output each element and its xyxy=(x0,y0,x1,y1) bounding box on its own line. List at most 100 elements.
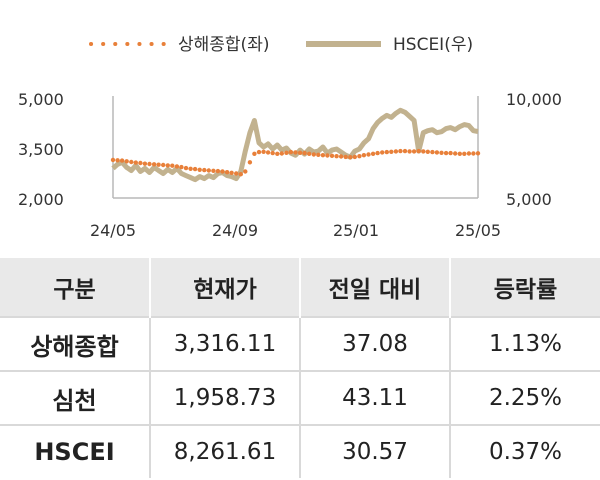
series-point-shanghai xyxy=(366,152,371,157)
series-point-shanghai xyxy=(270,150,275,156)
series-point-shanghai xyxy=(206,168,211,173)
series-point-shanghai xyxy=(279,151,284,156)
series-point-shanghai xyxy=(142,161,148,166)
series-point-shanghai xyxy=(316,152,321,157)
chart-axes xyxy=(112,96,479,199)
series-point-shanghai xyxy=(224,170,230,175)
series-point-shanghai xyxy=(307,151,312,156)
series-point-shanghai xyxy=(361,153,367,158)
series-point-shanghai xyxy=(133,160,138,165)
series-point-shanghai xyxy=(475,151,481,156)
change: 37.08 xyxy=(299,316,450,371)
series-point-shanghai xyxy=(138,160,143,166)
series-point-shanghai xyxy=(357,154,362,159)
change-rate: 2.25% xyxy=(449,370,600,425)
series-point-shanghai xyxy=(425,149,430,154)
series-point-shanghai xyxy=(471,151,476,156)
change: 43.11 xyxy=(299,370,450,425)
change: 30.57 xyxy=(299,424,450,478)
series-point-shanghai xyxy=(329,153,335,158)
series-point-shanghai xyxy=(462,151,467,156)
index-name: 상해종합 xyxy=(0,316,150,371)
series-point-shanghai xyxy=(252,151,257,156)
header-change-rate: 등락률 xyxy=(449,258,600,317)
change-rate: 1.13% xyxy=(449,316,600,371)
series-point-shanghai xyxy=(115,158,120,163)
series-point-shanghai xyxy=(297,150,303,155)
series-point-shanghai xyxy=(384,149,389,155)
legend-label-shanghai: 상해종합(좌) xyxy=(178,35,269,55)
series-point-shanghai xyxy=(229,170,234,175)
x-tick: 25/05 xyxy=(455,221,501,240)
series-point-shanghai xyxy=(220,169,225,174)
series-point-shanghai xyxy=(334,154,339,159)
series-point-shanghai xyxy=(352,154,357,160)
series-point-shanghai xyxy=(215,168,221,174)
series-point-shanghai xyxy=(147,161,152,167)
series-point-shanghai xyxy=(234,171,239,176)
x-tick: 25/01 xyxy=(333,221,379,240)
series-point-shanghai xyxy=(448,150,453,156)
series-point-shanghai xyxy=(311,152,316,157)
series-point-shanghai xyxy=(393,149,399,154)
series-point-shanghai xyxy=(402,148,408,154)
series-point-shanghai xyxy=(389,149,394,154)
series-point-shanghai xyxy=(129,159,134,165)
series-point-shanghai xyxy=(161,162,166,168)
series-point-shanghai xyxy=(247,160,253,165)
series-point-shanghai xyxy=(434,150,440,155)
index-name: 심천 xyxy=(0,370,150,425)
series-point-shanghai xyxy=(320,153,326,158)
series-point-shanghai xyxy=(411,149,417,154)
series-point-shanghai xyxy=(265,150,271,155)
y-right-tick: 5,000 xyxy=(506,190,552,209)
table-header-row: 구분 현재가 전일 대비 등락률 xyxy=(0,258,600,317)
series-point-shanghai xyxy=(348,155,353,160)
series-point-shanghai xyxy=(202,167,207,173)
series-point-shanghai xyxy=(192,166,198,172)
series-point-shanghai xyxy=(421,149,426,154)
series-point-shanghai xyxy=(430,149,435,155)
current-price: 8,261.61 xyxy=(149,424,300,478)
series-point-shanghai xyxy=(407,149,412,154)
series-point-shanghai xyxy=(170,163,175,168)
series-point-shanghai xyxy=(188,166,193,171)
series-point-shanghai xyxy=(453,151,458,156)
series-point-shanghai xyxy=(302,150,307,156)
chart-legend: 상해종합(좌) HSCEI(우) xyxy=(89,35,473,55)
series-point-shanghai xyxy=(443,150,449,156)
series-layer xyxy=(110,107,481,183)
series-point-shanghai xyxy=(183,165,189,171)
header-current-price: 현재가 xyxy=(149,258,300,317)
y-left-tick: 3,500 xyxy=(18,140,64,159)
current-price: 1,958.73 xyxy=(149,370,300,425)
series-point-shanghai xyxy=(124,159,129,164)
x-tick: 24/09 xyxy=(212,221,258,240)
series-point-shanghai xyxy=(275,151,280,156)
index-line-chart: 상해종합(좌) HSCEI(우) 5,000 3,500 2,000 10,00… xyxy=(18,35,562,240)
series-point-shanghai xyxy=(293,150,298,155)
series-point-shanghai xyxy=(261,149,266,154)
current-price: 3,316.11 xyxy=(149,316,300,371)
series-point-shanghai xyxy=(110,157,116,163)
y-left-tick: 2,000 xyxy=(18,190,64,209)
series-point-shanghai xyxy=(284,150,289,155)
series-point-shanghai xyxy=(416,148,421,154)
series-point-shanghai xyxy=(119,158,125,163)
series-point-shanghai xyxy=(325,153,330,158)
series-point-shanghai xyxy=(151,162,157,167)
series-point-shanghai xyxy=(439,150,444,155)
series-point-shanghai xyxy=(338,154,344,159)
series-point-shanghai xyxy=(343,154,348,160)
series-point-shanghai xyxy=(466,151,472,156)
series-point-shanghai xyxy=(288,149,294,155)
series-point-shanghai xyxy=(380,150,385,155)
series-line-hscei xyxy=(111,107,479,183)
legend-label-hscei: HSCEI(우) xyxy=(393,35,473,55)
series-point-shanghai xyxy=(398,148,403,154)
series-point-shanghai xyxy=(179,164,184,170)
series-point-shanghai xyxy=(243,169,248,174)
header-category: 구분 xyxy=(0,258,150,317)
table-row: 심천 1,958.73 43.11 2.25% xyxy=(0,370,600,425)
series-point-shanghai xyxy=(165,163,170,168)
